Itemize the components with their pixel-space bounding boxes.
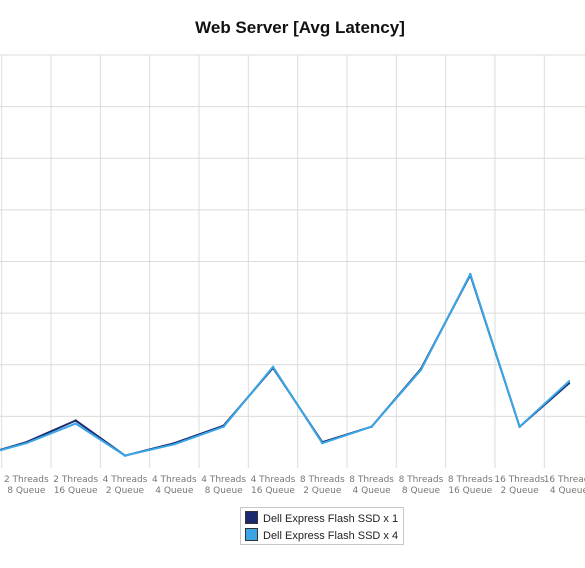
- data-point: [518, 425, 521, 428]
- x-tick-label: 8 Threads 16 Queue: [448, 475, 493, 496]
- data-point: [173, 443, 176, 446]
- x-tick-label: 8 Threads 2 Queue: [300, 475, 345, 496]
- legend: Dell Express Flash SSD x 1 Dell Express …: [240, 507, 404, 545]
- x-tick-label: 4 Threads 2 Queue: [103, 475, 148, 496]
- chart-title: Web Server [Avg Latency]: [195, 18, 405, 37]
- data-point: [25, 442, 28, 445]
- x-tick-label: 16 Threads 2 Queue: [494, 475, 545, 496]
- grid-lines: [0, 54, 585, 468]
- series-layer: [0, 272, 571, 457]
- x-tick-label: 8 Threads 4 Queue: [349, 475, 394, 496]
- data-point: [271, 365, 275, 369]
- x-tick-label: 4 Threads 16 Queue: [251, 475, 296, 496]
- legend-swatch-series-1: [245, 511, 258, 524]
- data-point: [469, 272, 472, 276]
- data-point: [123, 454, 127, 457]
- data-point: [419, 368, 423, 372]
- legend-label-series-2: Dell Express Flash SSD x 4: [263, 530, 399, 542]
- x-tick-label: 2 Threads 16 Queue: [53, 475, 98, 496]
- legend-item-series-2: Dell Express Flash SSD x 4: [245, 528, 398, 543]
- legend-swatch-series-2: [245, 528, 258, 541]
- x-tick-label: 8 Threads 8 Queue: [399, 475, 444, 496]
- legend-item-series-1: Dell Express Flash SSD x 1: [245, 511, 398, 526]
- data-point: [74, 419, 77, 422]
- data-point: [567, 380, 571, 383]
- data-point: [370, 425, 373, 428]
- x-tick-label: 4 Threads 8 Queue: [201, 475, 246, 496]
- data-point: [222, 425, 225, 428]
- x-tick-label: 2 Threads 8 Queue: [4, 475, 49, 496]
- data-point: [321, 442, 324, 445]
- data-point: [74, 422, 77, 425]
- legend-label-series-1: Dell Express Flash SSD x 1: [263, 513, 399, 525]
- x-tick-label: 4 Threads 4 Queue: [152, 475, 197, 496]
